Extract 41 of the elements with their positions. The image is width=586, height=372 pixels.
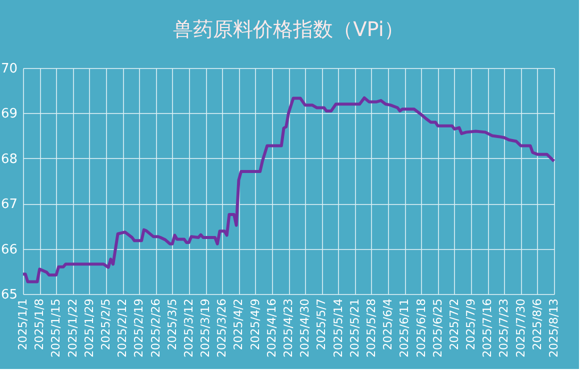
y-tick-label: 65	[0, 288, 18, 302]
x-tick-label: 2025/2/19	[132, 298, 146, 358]
x-tick-label: 2025/8/13	[546, 298, 560, 358]
x-tick-label: 2025/1/22	[65, 298, 80, 358]
x-tick-label: 2025/7/2	[446, 298, 461, 350]
y-tick-label: 69	[0, 106, 18, 122]
y-tick-label: 70	[0, 62, 18, 76]
y-tick-label: 67	[0, 197, 18, 212]
x-tick-label: 2025/1/8	[32, 298, 46, 350]
line-series	[22, 96, 556, 284]
x-tick-label: 2025/6/18	[414, 298, 428, 358]
x-tick-label: 2025/3/12	[181, 298, 196, 358]
x-tick-label: 2025/1/15	[48, 298, 63, 358]
y-tick-label: 68	[0, 152, 18, 167]
x-tick-label: 2025/4/16	[264, 298, 278, 358]
x-tick-label: 2025/8/6	[530, 298, 544, 350]
x-tick-label: 2025/5/7	[314, 298, 328, 350]
y-tick-label: 66	[0, 242, 18, 258]
x-tick-label: 2025/5/28	[364, 298, 378, 358]
x-tick-label: 2025/5/14	[330, 298, 345, 358]
x-tick-label: 2025/4/9	[248, 298, 262, 350]
x-tick-label: 2025/3/19	[198, 298, 212, 358]
chart-title: 兽药原料价格指数（VPi）	[173, 17, 404, 41]
x-tick-label: 2025/4/2	[231, 298, 246, 350]
x-tick-label: 2025/7/30	[513, 298, 528, 358]
x-tick-label: 2025/6/4	[380, 298, 395, 350]
x-tick-label: 2025/1/1	[16, 298, 30, 350]
x-tick-label: 2025/5/21	[347, 298, 362, 358]
x-tick-label: 2025/2/12	[115, 298, 130, 358]
x-tick-label: 2025/7/9	[464, 298, 478, 350]
x-tick-label: 2025/4/30	[298, 298, 312, 358]
x-tick-label: 2025/4/23	[281, 298, 295, 358]
x-tick-label: 2025/2/5	[98, 298, 112, 350]
x-tick-label: 2025/6/25	[430, 298, 444, 358]
x-tick-label: 2025/7/16	[480, 298, 494, 358]
x-tick-label: 2025/2/26	[148, 298, 162, 358]
x-tick-label: 2025/6/11	[397, 298, 412, 358]
x-tick-label: 2025/3/26	[214, 298, 229, 358]
x-tick-label: 2025/7/23	[496, 298, 511, 358]
x-tick-label: 2025/3/5	[164, 298, 179, 350]
x-tick-label: 2025/1/29	[82, 298, 96, 358]
